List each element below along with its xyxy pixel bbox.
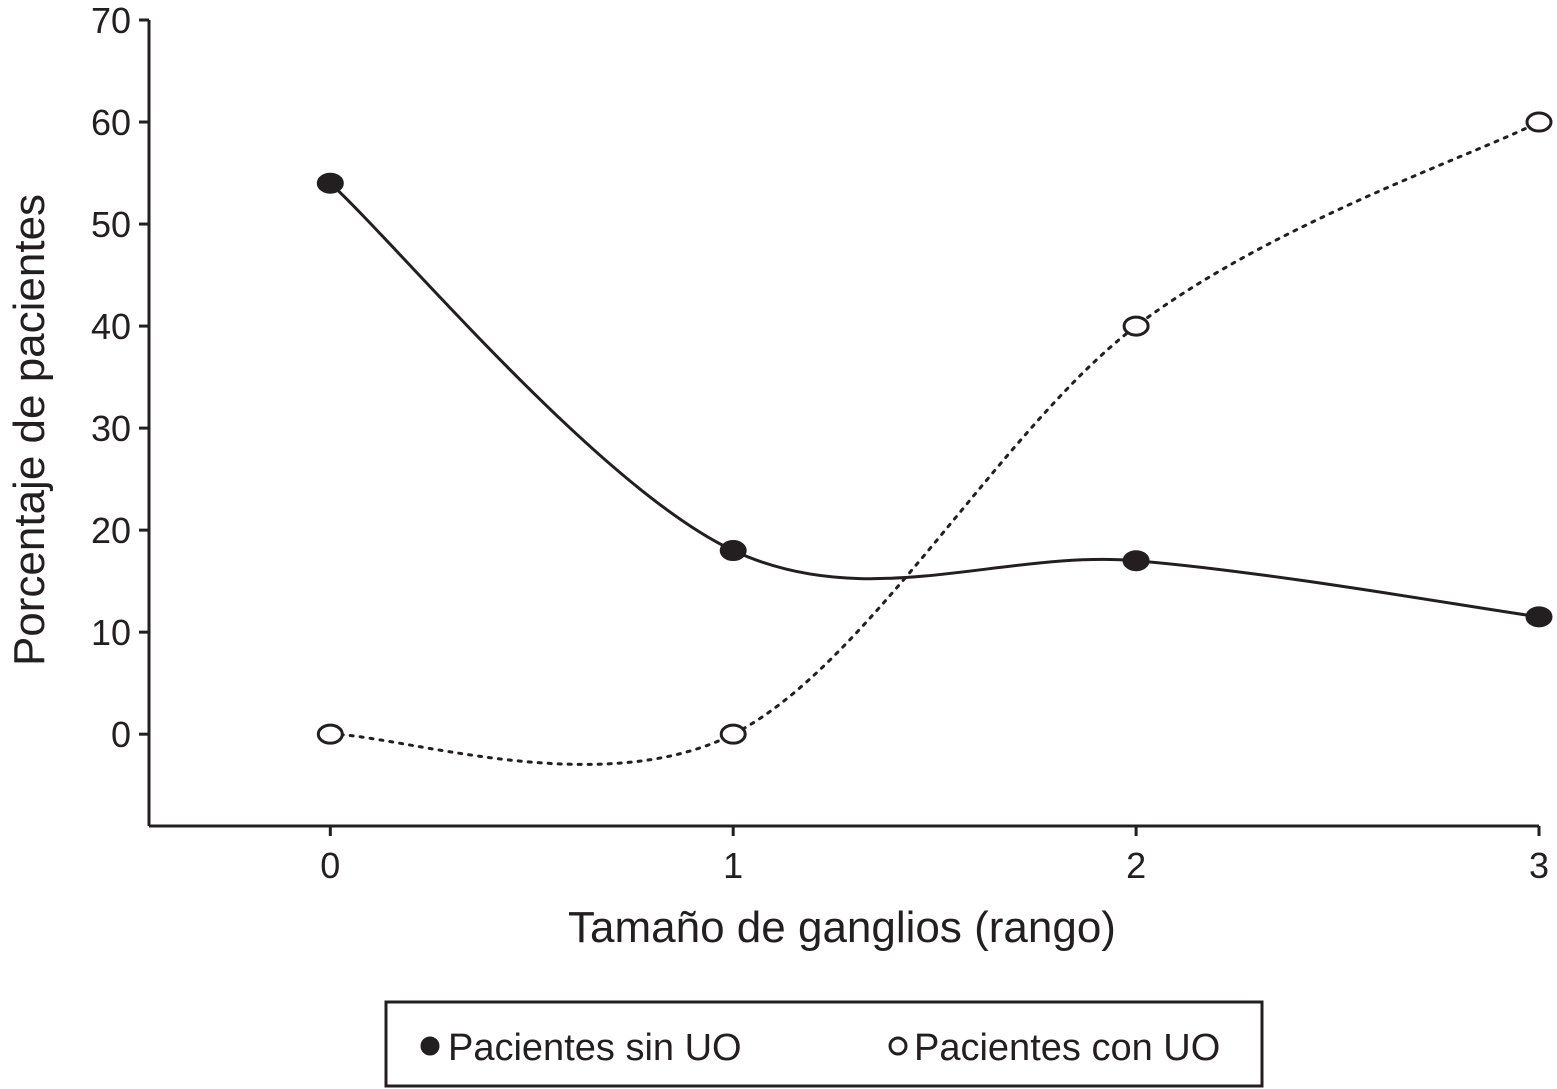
series-lines (328, 120, 1541, 766)
x-axis-title: Tamaño de ganglios (rango) (568, 903, 1116, 952)
y-tick-label: 50 (91, 204, 131, 245)
y-tick-label: 10 (91, 612, 131, 653)
axes (147, 20, 1539, 828)
series-line-2 (328, 120, 1541, 766)
series-points (316, 111, 1553, 745)
data-point (1525, 111, 1553, 133)
legend-label: Pacientes con UO (914, 1027, 1220, 1069)
data-point (316, 723, 344, 745)
y-tick-label: 0 (111, 714, 131, 755)
data-point (1122, 550, 1150, 572)
data-point (719, 723, 747, 745)
legend-marker (888, 1036, 908, 1056)
x-tick-label: 1 (723, 845, 743, 886)
data-point (1122, 315, 1150, 337)
legend-label: Pacientes sin UO (448, 1027, 742, 1069)
y-tick-label: 70 (91, 0, 131, 41)
x-tick-label: 2 (1126, 845, 1146, 886)
x-tick-label: 3 (1529, 845, 1549, 886)
legend-marker (420, 1036, 440, 1056)
data-point (1525, 606, 1553, 628)
y-tick-label: 20 (91, 510, 131, 551)
y-tick-label: 40 (91, 306, 131, 347)
legend-box (384, 1000, 1264, 1088)
y-ticks: 0 10 20 30 40 50 60 70 (91, 0, 149, 755)
y-axis-title: Porcentaje de pacientes (5, 194, 54, 666)
series-line-1 (329, 182, 1540, 619)
x-tick-label: 0 (320, 845, 340, 886)
data-point (719, 540, 747, 562)
y-tick-label: 30 (91, 408, 131, 449)
legend: Pacientes sin UO Pacientes con UO (384, 1000, 1264, 1088)
y-tick-label: 60 (91, 102, 131, 143)
x-ticks: 0 1 2 3 (320, 826, 1549, 886)
data-point (316, 172, 344, 194)
